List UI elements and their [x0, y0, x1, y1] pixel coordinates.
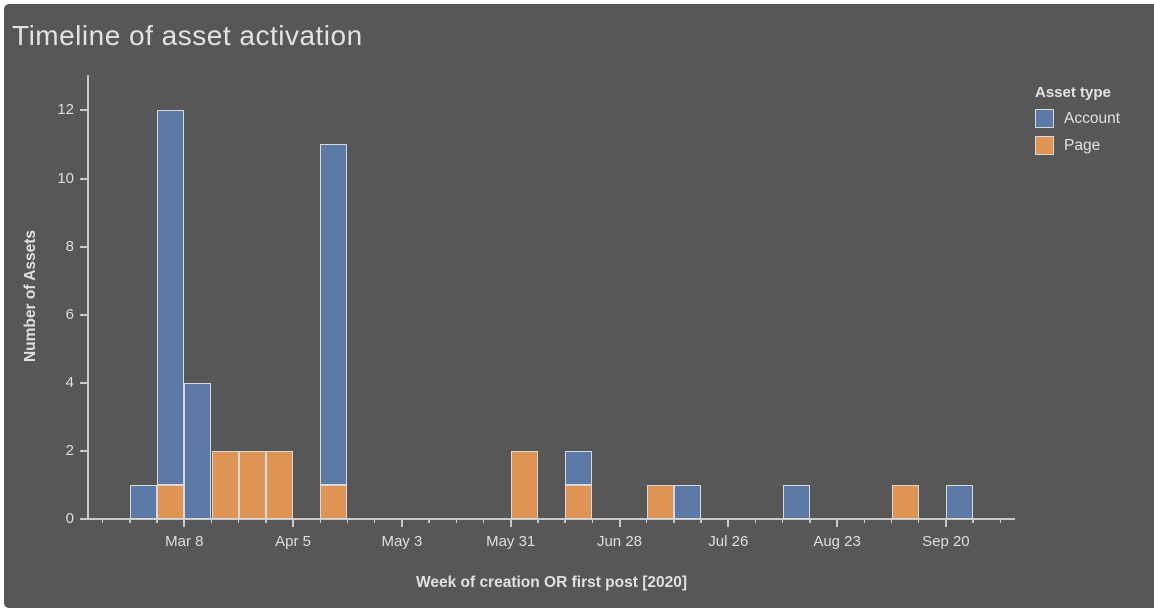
x-axis-minor-tick — [809, 519, 811, 523]
y-axis-tick — [80, 245, 87, 248]
x-axis-major-tick — [292, 519, 295, 527]
bar-segment-page[interactable] — [646, 484, 674, 519]
x-axis-minor-tick — [373, 519, 376, 523]
x-axis-minor-tick — [210, 519, 213, 523]
y-axis-tick-label: 10 — [57, 169, 74, 187]
y-axis-tick-label: 0 — [65, 510, 74, 527]
x-axis-minor-tick — [346, 519, 349, 523]
y-axis-tick — [80, 518, 87, 520]
bar-segment-account[interactable] — [320, 144, 348, 485]
legend-title: Asset type — [1035, 84, 1111, 101]
x-axis-tick-label: Mar 8 — [165, 533, 204, 550]
x-axis-minor-tick — [754, 519, 757, 523]
bar-segment-account[interactable] — [129, 484, 158, 519]
bar-segment-account[interactable] — [157, 110, 185, 485]
y-axis-tick-label: 4 — [65, 373, 74, 391]
bar-segment-account[interactable] — [565, 450, 593, 485]
legend-label-page: Page — [1064, 136, 1101, 154]
y-axis-tick — [80, 313, 87, 316]
x-axis-minor-tick — [101, 519, 104, 523]
x-axis-major-tick — [727, 519, 730, 527]
y-axis-tick — [80, 449, 87, 452]
x-axis-minor-tick — [482, 519, 485, 523]
x-axis-tick-label: May 3 — [381, 533, 423, 550]
x-axis-tick-label: May 31 — [486, 533, 536, 550]
legend-item-page[interactable]: Page — [1035, 136, 1120, 155]
y-axis-tick-label: 6 — [65, 305, 74, 323]
x-axis-minor-tick — [863, 519, 866, 523]
x-axis-title: Week of creation OR first post [2020] — [415, 574, 688, 591]
x-axis-minor-tick — [455, 519, 458, 523]
x-axis-tick-label: Sep 20 — [922, 533, 970, 550]
bar-segment-page[interactable] — [891, 484, 919, 519]
y-axis-tick — [80, 109, 87, 112]
y-axis-tick — [80, 381, 87, 384]
y-axis-tick-label: 12 — [57, 101, 74, 119]
chart-title: Timeline of asset activation — [12, 20, 363, 51]
x-axis-minor-tick — [645, 519, 648, 523]
legend-label-account: Account — [1064, 109, 1121, 127]
x-axis-minor-tick — [700, 519, 702, 523]
legend-swatch-page — [1035, 136, 1054, 155]
x-axis-minor-tick — [591, 519, 594, 523]
x-axis-minor-tick — [319, 519, 322, 523]
dashboard-panel: Timeline of asset activation Number of A… — [4, 4, 1154, 608]
legend-swatch-account — [1035, 109, 1054, 128]
bar-segment-page[interactable] — [211, 450, 239, 519]
x-axis-line — [88, 518, 1015, 520]
x-axis-minor-tick — [156, 519, 158, 523]
bar-segment-account[interactable] — [945, 484, 974, 519]
y-axis-tick — [80, 177, 87, 180]
y-axis-line — [87, 75, 89, 520]
x-axis-minor-tick — [999, 519, 1002, 523]
legend-item-account[interactable]: Account — [1035, 109, 1120, 128]
x-axis-tick-label: Jun 28 — [596, 533, 643, 550]
bar-segment-page[interactable] — [565, 484, 593, 519]
x-axis-tick-label: Aug 23 — [813, 533, 861, 550]
y-axis-tick-label: 2 — [65, 441, 74, 459]
x-axis-minor-tick — [890, 519, 893, 523]
bar-segment-account[interactable] — [184, 382, 212, 519]
x-axis-minor-tick — [673, 519, 675, 523]
x-axis-major-tick — [836, 519, 839, 527]
x-axis-minor-tick — [537, 519, 539, 523]
x-axis-tick-label: Jul 26 — [708, 533, 749, 550]
x-axis-minor-tick — [129, 519, 131, 523]
bar-segment-page[interactable] — [157, 484, 185, 519]
bar-segment-page[interactable] — [238, 450, 266, 519]
x-axis-minor-tick — [428, 519, 430, 523]
legend: Asset type Account Page — [1035, 84, 1120, 163]
x-axis-major-tick — [183, 519, 186, 527]
bar-segment-page[interactable] — [265, 450, 294, 519]
bar-segment-account[interactable] — [782, 484, 810, 519]
x-axis-major-tick — [944, 519, 947, 527]
x-axis-minor-tick — [564, 519, 566, 523]
x-axis-minor-tick — [781, 519, 784, 523]
x-axis-tick-label: Apr 5 — [275, 533, 312, 550]
x-axis-minor-tick — [237, 519, 240, 523]
x-axis-minor-tick — [972, 519, 974, 523]
x-axis-minor-tick — [265, 519, 267, 523]
y-axis-tick-label: 8 — [65, 237, 74, 255]
x-axis-major-tick — [509, 519, 512, 527]
bar-segment-page[interactable] — [320, 484, 348, 519]
bar-segment-account[interactable] — [673, 484, 702, 519]
x-axis-major-tick — [400, 519, 403, 527]
plot-area: 0 2 4 6 8 10 12 Mar 8 Apr 5 May 3 May 31 Jun 28 Jul … — [4, 4, 1154, 608]
x-axis-minor-tick — [917, 519, 920, 523]
x-axis-major-tick — [618, 519, 621, 527]
bar-segment-page[interactable] — [510, 450, 538, 519]
